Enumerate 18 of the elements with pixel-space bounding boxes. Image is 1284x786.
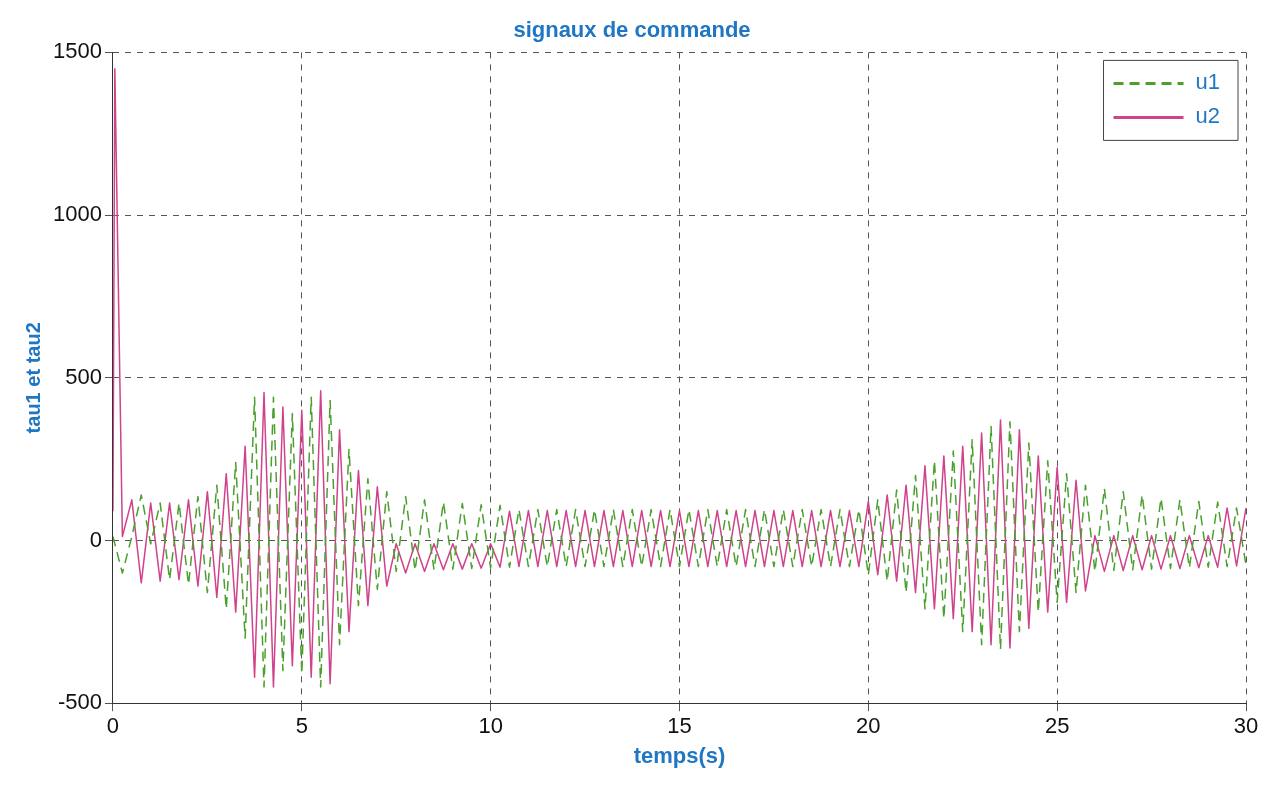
- x-tick-label: 5: [295, 713, 308, 739]
- legend-label: u2: [1195, 103, 1221, 129]
- x-axis-title: temps(s): [633, 742, 726, 768]
- y-tick-label: 1500: [52, 38, 102, 64]
- x-tick-label: 20: [856, 713, 881, 739]
- x-tick-label: 10: [478, 713, 503, 739]
- chart-title: signaux de commande: [513, 17, 751, 43]
- y-axis-title: tau1 et tau2: [21, 322, 44, 434]
- x-tick-label: 15: [667, 713, 692, 739]
- x-tick-label: 0: [106, 713, 120, 739]
- line-series: [112, 396, 1246, 688]
- legend-label: u1: [1195, 69, 1221, 95]
- y-tick-label: 500: [65, 363, 102, 389]
- x-tick-label: 30: [1233, 713, 1259, 739]
- x-tick-label: 25: [1044, 713, 1070, 739]
- y-tick-label: 1000: [52, 201, 102, 227]
- y-tick-label: -500: [57, 689, 102, 715]
- y-tick-label: 0: [89, 526, 102, 552]
